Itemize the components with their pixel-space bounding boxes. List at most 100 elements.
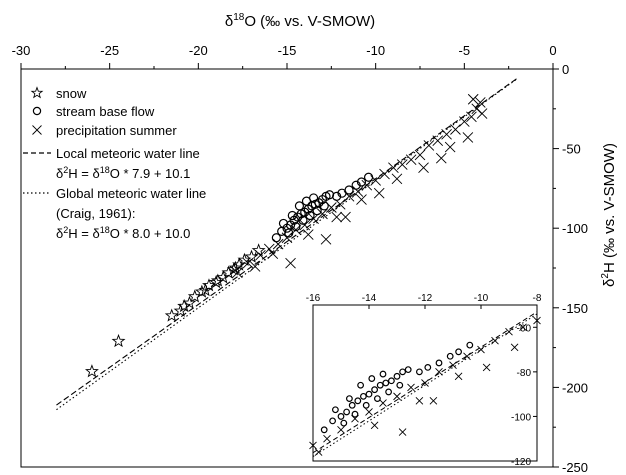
stream-point [309,193,319,203]
precipitation-point [450,124,461,135]
inset-precipitation-point [449,361,457,369]
inset-precipitation-point [370,421,379,430]
y-axis-title: δ2H (‰ vs. V-SMOW) [600,143,618,287]
inset-x-tick-label: -14 [362,293,377,304]
precipitation-point [343,191,355,202]
precipitation-point [414,149,426,161]
inset-precipitation-point [454,372,463,381]
snow-point [210,273,225,287]
axis-ticks: -30 -25 -20 -15 -10 -5 00-50-100-150-200-250 [12,43,588,475]
inset-stream-point [354,397,362,405]
precipitation-point [308,213,319,224]
y-tick-label: -100 [562,221,588,236]
inset-x-tick-label: -10 [474,293,489,304]
inset-stream-point [396,381,404,389]
inset-water-lines [312,311,538,457]
precipitation-point [444,141,456,153]
y-tick-label: -150 [562,301,588,316]
inset-precipitation-point [365,408,373,416]
inset-x-tick-label: -12 [418,293,433,304]
legend-gmwl-equation: δ2H = δ18O * 8.0 + 10.0 [56,225,190,241]
inset-precipitation-point [398,428,407,436]
inset-chart: -16 -14 -12 -10 -8-60-80-100-120 [306,293,542,468]
precipitation-point [331,211,342,223]
legend-stream-label: stream base flow [56,104,155,119]
stream-point [298,215,308,225]
inset-stream-point [385,388,393,396]
y-tick-label: -50 [562,142,581,157]
precipitation-point [326,202,337,213]
x-tick-label: -10 [366,43,385,58]
y-tick-label: -250 [562,460,588,475]
global-meteoric-water-line [56,78,518,411]
inset-stream-point [379,370,387,378]
inset-local-line [312,311,538,454]
inset-precipitation-point [505,327,513,336]
inset-stream-point [382,379,390,387]
legend-gmwl-reference: (Craig, 1961): [56,206,135,221]
x-tick-label: -20 [189,43,208,58]
x-tick-label: -30 [12,43,31,58]
inset-precipitation-point [519,323,527,332]
legend-circle-glyph [32,106,42,116]
snow-point [111,333,126,348]
precipitation-point [391,173,403,185]
precipitation-point [466,111,477,123]
precipitation-point [476,108,488,119]
inset-stream-point [388,377,395,385]
inset-precipitation-point [533,316,541,325]
stream-point [305,210,315,221]
precipitation-point [396,159,408,170]
data-points [84,93,488,378]
inset-precipitation-point [435,368,443,376]
inset-stream-point [376,381,384,389]
precipitation-point [281,232,293,244]
inset-precipitation-point [314,448,323,456]
inset-precipitation-point [421,379,429,387]
inset-precipitation-point [415,397,424,405]
precipitation-point [423,140,435,151]
precipitation-point [379,168,390,180]
x-tick-label: -15 [278,43,297,58]
precipitation-point [249,261,261,272]
precipitation-point [474,97,486,108]
inset-precipitation-point [477,345,485,354]
inset-stream-point [348,401,356,409]
inset-stream-point [357,381,365,389]
inset-stream-point [320,426,328,434]
precipitation-point [462,132,474,143]
stream-point [319,201,329,211]
inset-y-tick-label: -100 [511,412,531,423]
legend-star-glyph [30,86,44,99]
precipitation-point [352,186,364,197]
inset-stream-point [466,341,474,349]
inset-stream-point [337,413,345,420]
inset-stream-point [371,386,379,394]
inset-stream-point [435,359,443,367]
y-tick-label: 0 [562,62,569,77]
precipitation-point [373,187,385,199]
inset-stream-point [416,368,423,376]
x-tick-label: 0 [549,43,556,58]
precipitation-point [242,257,254,269]
precipitation-point [340,211,351,223]
inset-x-tick-label: -8 [533,293,542,304]
inset-stream-point [362,401,370,409]
legend-snow-marker [30,86,44,99]
inset-stream-point [360,392,367,400]
precipitation-point [370,175,381,186]
legend-lmwl-equation: δ2H = δ18O * 7.9 + 10.1 [56,165,190,181]
water-lines [56,77,518,411]
snow-point [177,298,192,313]
inset-stream-point [365,390,373,398]
precipitation-point [356,194,367,205]
legend-x-glyph [32,125,42,135]
precipitation-point [418,162,429,174]
inset-stream-point [340,419,348,427]
legend-precip-marker [32,125,42,135]
inset-stream-point [368,375,376,382]
inset-precipitation-point [379,399,387,407]
local-meteoric-water-line [56,77,518,406]
inset-stream-point [346,395,353,403]
y-tick-label: -200 [562,380,588,395]
